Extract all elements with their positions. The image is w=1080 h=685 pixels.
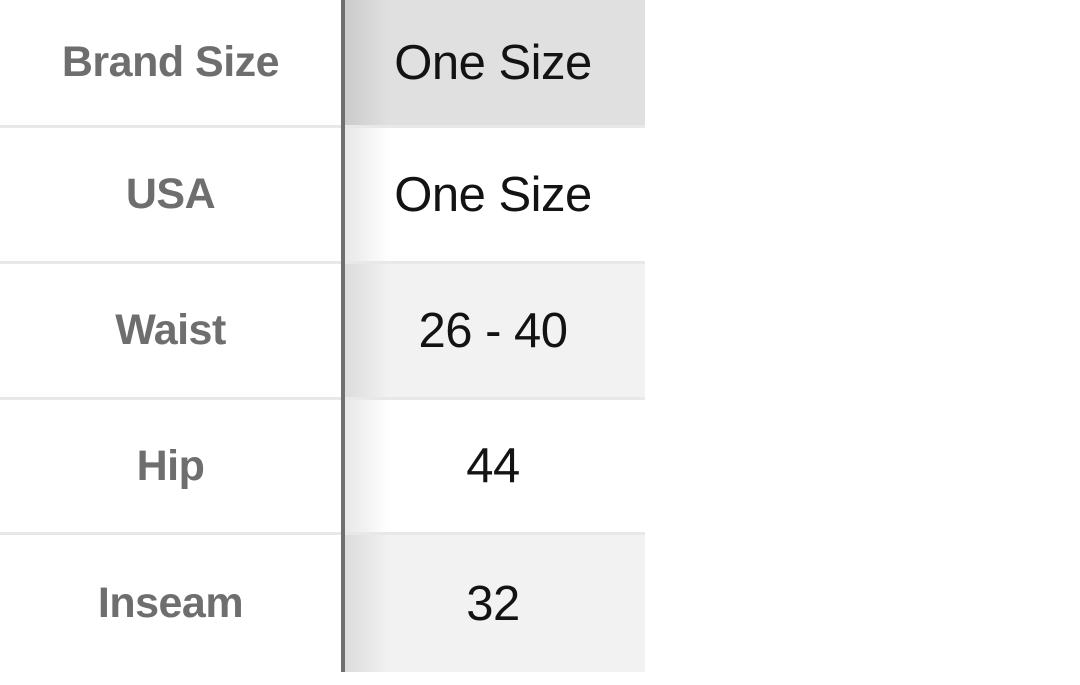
measurement-label: Brand Size — [0, 0, 341, 128]
table-row: USA One Size — [0, 128, 645, 264]
size-value-cell: One Size — [341, 128, 645, 264]
column-divider — [341, 0, 345, 672]
size-chart-table: Brand Size One Size USA One Size Waist 2… — [0, 0, 645, 672]
size-value-cell: 44 — [341, 400, 645, 535]
size-column-header[interactable]: One Size — [341, 0, 645, 128]
measurement-label: Waist — [0, 264, 341, 400]
table-row: Waist 26 - 40 — [0, 264, 645, 400]
measurement-label: USA — [0, 128, 341, 264]
table-row: Inseam 32 — [0, 535, 645, 672]
measurement-label: Inseam — [0, 535, 341, 672]
measurement-label: Hip — [0, 400, 341, 535]
table-row: Brand Size One Size — [0, 0, 645, 128]
size-value-cell: 32 — [341, 535, 645, 672]
size-chart-rows: Brand Size One Size USA One Size Waist 2… — [0, 0, 645, 672]
size-value-cell: 26 - 40 — [341, 264, 645, 400]
table-row: Hip 44 — [0, 400, 645, 535]
